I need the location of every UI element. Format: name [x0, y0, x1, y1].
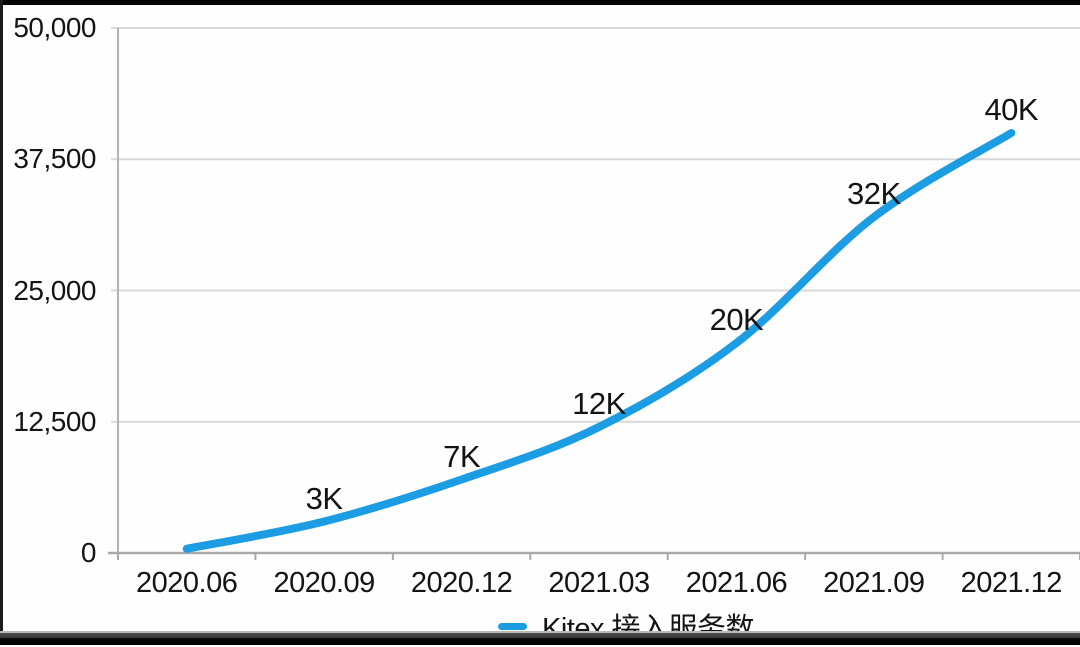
x-tick-label: 2021.09: [823, 567, 925, 599]
x-tick-label: 2021.12: [960, 567, 1063, 599]
y-tick-label: 12,500: [13, 405, 96, 437]
data-label: 3K: [305, 480, 343, 516]
y-tick-label: 0: [80, 537, 97, 568]
top-letterbox-bar: [0, 0, 1080, 5]
x-tick-label: 2020.09: [273, 567, 375, 599]
y-tick-label: 25,000: [13, 274, 96, 306]
data-label: 40K: [984, 92, 1039, 127]
x-tick-label: 2020.06: [136, 567, 238, 599]
x-tick-label: 2020.12: [410, 567, 513, 599]
left-edge-line: [0, 0, 3, 632]
data-label: 7K: [443, 438, 481, 474]
bottom-letterbox-bar: [0, 631, 1080, 645]
data-label: 32K: [847, 176, 901, 211]
x-tick-label: 2021.03: [548, 567, 650, 599]
y-tick-label: 37,500: [13, 143, 96, 175]
series-line: [182, 129, 1016, 553]
data-label: 20K: [709, 302, 764, 337]
data-label: 12K: [572, 386, 626, 421]
y-tick-label: 50,000: [13, 12, 96, 43]
legend-line-marker: [497, 622, 527, 630]
x-tick-label: 2021.06: [685, 567, 788, 599]
